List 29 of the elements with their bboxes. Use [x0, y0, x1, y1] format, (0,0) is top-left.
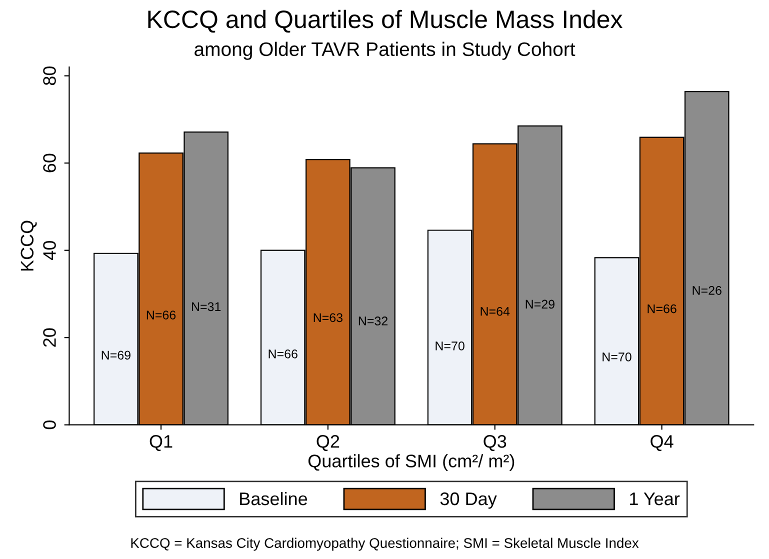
annotation: N=32 [358, 316, 388, 326]
x-tick-label: Q2 [316, 435, 340, 452]
legend-label: 30 Day [440, 492, 497, 509]
x-tick-label: Q4 [650, 435, 674, 452]
annotation: N=29 [526, 300, 554, 309]
y-axis-title: KCCQ [20, 220, 37, 271]
x-axis-title: Quartiles of SMI (cm²/ m²) [308, 454, 514, 471]
x-tick-label: Q1 [150, 435, 172, 452]
y-tick-label: 60 [43, 154, 56, 172]
annotation: N=31 [192, 302, 221, 312]
y-tick-label: 20 [43, 328, 56, 347]
text: KCCQ = Kansas City Cardiomyopathy Questionnaire; SMI = Skeletal Muscle Index [131, 538, 639, 551]
annotation: N=70 [602, 352, 632, 362]
annotation: N=66 [146, 310, 176, 320]
x-tick-label: Q3 [484, 435, 506, 452]
annotation: N=63 [314, 313, 343, 322]
annotation: N=70 [436, 342, 464, 350]
chart-title: KCCQ and Quartiles of Muscle Mass Index [148, 10, 623, 33]
annotation: N=66 [268, 350, 298, 358]
y-tick-label: 80 [43, 66, 56, 86]
annotation: N=64 [480, 306, 510, 316]
legend-label: 1 Year [630, 492, 680, 506]
legend-label: Baseline [240, 492, 308, 506]
annotation: N=26 [692, 286, 722, 295]
y-tick-label: 40 [43, 240, 56, 260]
annotation: N=66 [648, 304, 676, 314]
annotation: N=69 [102, 350, 130, 360]
chart-subtitle: among Older TAVR Patients in Study Cohort [194, 42, 576, 60]
y-tick-label: 0 [43, 420, 56, 430]
